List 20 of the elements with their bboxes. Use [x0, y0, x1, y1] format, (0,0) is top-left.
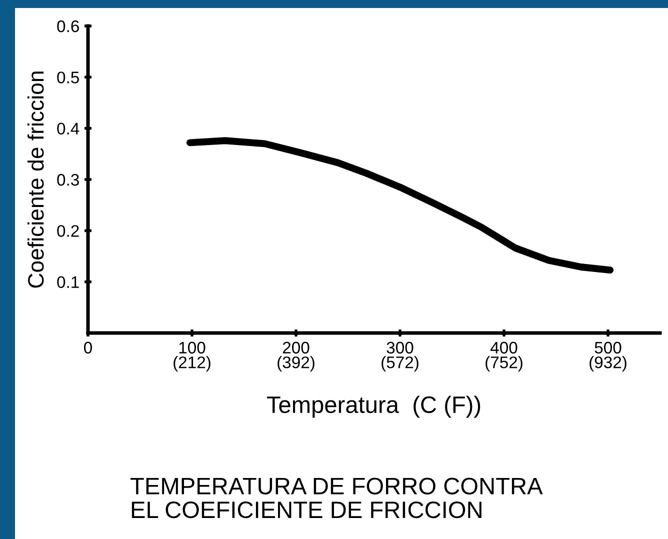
x2-tick-label: (752) [486, 356, 522, 372]
x-tick-label: 100 [179, 342, 206, 354]
x-tick-label: 200 [282, 342, 310, 354]
x-tick-label: 300 [386, 342, 414, 354]
x2-tick-label: (932) [590, 356, 626, 372]
x2-tick-label: (212) [174, 356, 210, 372]
x-tick-label: 400 [490, 342, 518, 354]
y-tick-label: 0.6 [57, 20, 79, 32]
text: TEMPERATURA DE FORRO CONTRA EL COEFICIENTE DE FRICCION [130, 478, 543, 518]
y-tick-label: 0.5 [57, 72, 79, 84]
x-tick-label: 500 [594, 342, 622, 354]
y-tick-label: 0.2 [57, 225, 79, 237]
x2-tick-label: (392) [278, 356, 314, 372]
y-tick-label: 0.3 [57, 174, 79, 186]
y-tick-label: 0.1 [57, 276, 79, 288]
y-tick-label: 0.4 [57, 122, 80, 135]
x-axis-title: Temperatura (C (F)) [266, 396, 480, 418]
x2-tick-label: (572) [382, 356, 418, 372]
y-axis-title: Coeficiente de friccion [27, 72, 44, 288]
x-tick-label: 0 [84, 342, 92, 354]
